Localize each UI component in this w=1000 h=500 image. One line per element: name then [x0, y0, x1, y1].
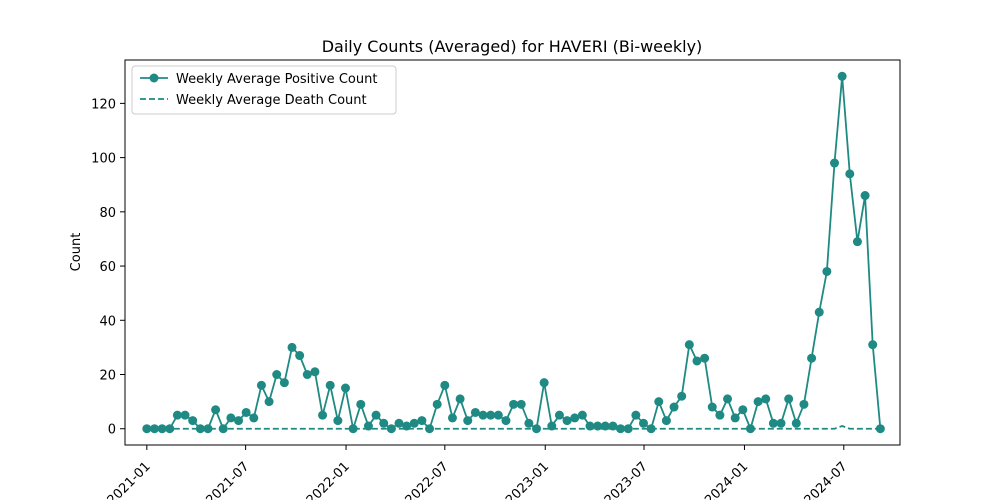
data-point — [180, 410, 190, 420]
data-point — [157, 424, 167, 434]
series-line-death — [146, 425, 881, 430]
data-point — [463, 416, 473, 426]
data-point — [333, 416, 343, 426]
y-axis-label: Count — [69, 233, 84, 272]
legend-label-positive: Weekly Average Positive Count — [176, 72, 377, 87]
data-point — [784, 394, 794, 404]
data-point — [501, 416, 511, 426]
data-point — [379, 418, 389, 428]
data-point — [830, 158, 840, 168]
y-tick-label: 100 — [91, 152, 116, 167]
data-point — [455, 394, 465, 404]
data-point — [470, 407, 480, 417]
data-point — [570, 413, 580, 423]
data-point — [692, 356, 702, 366]
series-layer — [142, 71, 885, 434]
data-point — [738, 405, 748, 415]
y-axis: 0 20 40 60 80 100 120 — [91, 97, 125, 438]
data-point — [249, 413, 259, 423]
data-point — [348, 424, 358, 434]
data-point — [577, 410, 587, 420]
data-point — [539, 378, 549, 388]
data-point — [318, 410, 328, 420]
data-point — [638, 418, 648, 428]
data-point — [669, 402, 679, 412]
data-point — [211, 405, 221, 415]
data-point — [562, 416, 572, 426]
data-point — [340, 383, 350, 393]
data-point — [631, 410, 641, 420]
y-tick-label: 80 — [99, 206, 116, 221]
y-tick-label: 120 — [91, 97, 116, 112]
data-point — [371, 410, 381, 420]
data-point — [845, 169, 855, 179]
data-point — [356, 399, 366, 409]
data-point — [852, 237, 862, 247]
data-point — [791, 418, 801, 428]
data-point — [241, 407, 251, 417]
data-point — [684, 340, 694, 350]
data-point — [440, 380, 450, 390]
data-point — [279, 378, 289, 388]
data-point — [700, 353, 710, 363]
data-point — [753, 397, 763, 407]
plot-area — [124, 59, 901, 446]
data-point — [188, 416, 198, 426]
data-point — [509, 399, 519, 409]
data-point — [822, 266, 832, 276]
data-point — [195, 424, 205, 434]
data-point — [761, 394, 771, 404]
data-point — [730, 413, 740, 423]
y-tick-label: 60 — [99, 260, 116, 275]
data-point — [295, 351, 305, 361]
chart-title: Daily Counts (Averaged) for HAVERI (Bi-w… — [322, 37, 703, 56]
data-point — [516, 399, 526, 409]
data-point — [226, 413, 236, 423]
data-point — [417, 416, 427, 426]
data-point — [807, 353, 817, 363]
data-point — [310, 367, 320, 377]
data-point — [447, 413, 457, 423]
data-point — [814, 307, 824, 317]
data-point — [149, 424, 159, 434]
data-point — [554, 410, 564, 420]
data-point — [234, 416, 244, 426]
data-point — [661, 416, 671, 426]
data-point — [860, 191, 870, 201]
data-point — [868, 340, 878, 350]
data-point — [715, 410, 725, 420]
data-point — [432, 399, 442, 409]
legend-box — [131, 65, 397, 115]
data-point — [493, 410, 503, 420]
data-point — [256, 380, 266, 390]
data-point — [654, 397, 664, 407]
data-point — [486, 410, 496, 420]
y-tick-label: 40 — [99, 314, 116, 329]
data-point — [723, 394, 733, 404]
data-point — [394, 418, 404, 428]
data-point — [409, 418, 419, 428]
legend: Weekly Average Positive Count Weekly Ave… — [131, 65, 397, 115]
data-point — [287, 342, 297, 352]
data-point — [302, 370, 312, 380]
legend-label-death: Weekly Average Death Count — [176, 93, 367, 108]
y-tick-label: 0 — [108, 423, 116, 438]
data-point — [325, 380, 335, 390]
data-point — [272, 370, 282, 380]
data-point — [478, 410, 488, 420]
legend-marker-positive — [149, 73, 159, 83]
data-point — [799, 399, 809, 409]
y-tick-label: 20 — [99, 369, 116, 384]
data-point — [776, 418, 786, 428]
data-point — [203, 424, 213, 434]
data-point — [172, 410, 182, 420]
data-point — [768, 418, 778, 428]
data-point — [707, 402, 717, 412]
data-point — [524, 418, 534, 428]
data-point — [677, 391, 687, 401]
data-point — [837, 71, 847, 81]
data-point — [264, 397, 274, 407]
